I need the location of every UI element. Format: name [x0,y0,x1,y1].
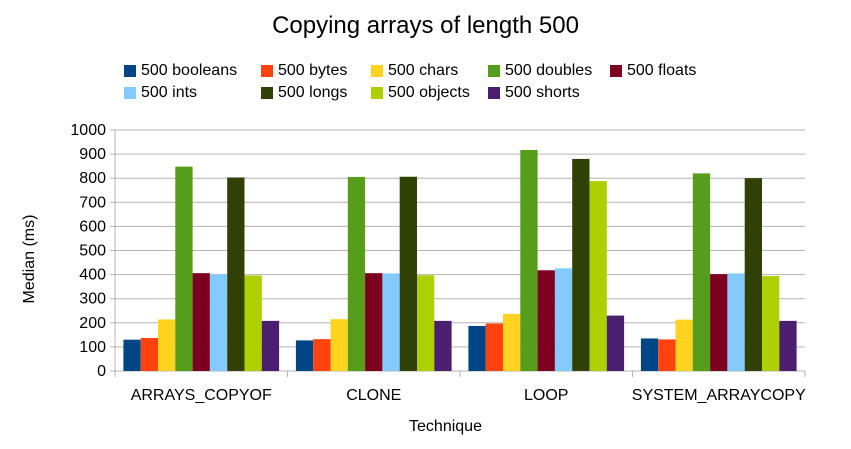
bar [175,166,193,371]
bar [710,274,728,371]
legend-swatch [261,87,273,99]
legend-item: 500 bytes [261,62,347,80]
legend-swatch [124,65,136,77]
y-tick-label: 400 [79,267,106,284]
bar [468,325,486,371]
bar [313,339,331,371]
bar [244,275,262,371]
bar [417,275,435,371]
bar [295,340,314,371]
legend-label: 500 objects [388,84,470,101]
legend-item: 500 chars [371,62,458,80]
bar [503,313,521,371]
legend-item: 500 booleans [124,62,237,80]
bar [520,150,538,371]
y-tick-label: 200 [79,315,106,332]
x-tick-label: LOOP [524,387,568,404]
bar [606,315,625,371]
y-tick-label: 600 [79,218,106,235]
bar [434,320,452,371]
x-axis-label: Technique [409,418,482,435]
bar [209,274,228,371]
bar [572,158,590,371]
bar [692,173,711,371]
bar [330,319,348,371]
y-axis-label: Median (ms) [21,214,38,304]
legend-label: 500 booleans [141,62,238,79]
y-tick-label: 800 [79,170,106,187]
legend-item: 500 floats [610,62,696,80]
x-tick-label: ARRAYS_COPYOF [131,387,272,404]
legend-label: 500 floats [627,62,697,79]
legend-label: 500 bytes [278,62,348,79]
bar [140,337,158,371]
bar [537,270,555,371]
y-tick-label: 900 [79,146,106,163]
x-tick-label: SYSTEM_ARRAYCOPY [632,387,806,404]
bar [589,181,607,371]
y-tick-label: 0 [97,363,106,380]
chart-title: Copying arrays of length 500 [272,12,579,39]
legend-swatch [124,87,136,99]
bar [675,319,693,371]
legend-swatch [371,65,383,77]
bar [658,339,676,371]
bar [554,268,573,371]
y-tick-label: 700 [79,194,106,211]
x-tick-label: CLONE [346,387,401,404]
legend-label: 500 ints [141,84,198,101]
bar [158,319,176,371]
bar [640,338,659,371]
legend-item: 500 doubles [488,62,592,80]
legend-swatch [371,87,383,99]
legend-label: 500 shorts [505,84,580,101]
legend-swatch [261,65,273,77]
y-tick-label: 500 [79,243,106,260]
bar [399,176,417,371]
bar [485,323,503,371]
legend-label: 500 longs [278,84,348,101]
legend-item: 500 longs [261,84,347,102]
bar [192,273,210,371]
bar [347,176,366,371]
y-tick-label: 300 [79,291,106,308]
legend-label: 500 doubles [505,62,593,79]
y-tick-label: 1000 [70,122,106,139]
bar [123,339,141,371]
legend-item: 500 ints [124,84,197,102]
bar [779,320,797,371]
bar [382,273,400,371]
legend-item: 500 shorts [488,84,580,102]
legend-swatch [488,65,500,77]
bar [227,177,245,371]
bar [762,276,780,371]
legend-swatch [488,87,500,99]
bar [261,320,280,371]
legend-swatch [610,65,622,77]
legend-label: 500 chars [388,62,459,79]
bar [727,273,745,371]
bar [744,178,762,371]
legend-item: 500 objects [371,84,470,102]
bar [365,273,383,371]
y-tick-label: 100 [79,339,106,356]
